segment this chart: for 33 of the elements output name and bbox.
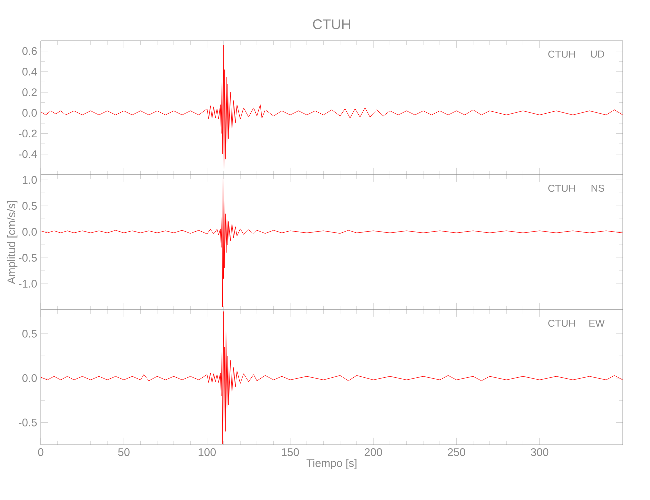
line-series <box>40 44 624 170</box>
x-tick-label: 250 <box>448 448 466 456</box>
y-tick-label: 0.0 <box>22 109 38 118</box>
y-tick-label: -1.0 <box>19 280 38 288</box>
chart-title: CTUH <box>313 20 350 30</box>
x-tick-label: 300 <box>531 448 549 456</box>
line-series <box>40 312 624 444</box>
x-axis-title: Tiempo [s] <box>306 459 357 470</box>
y-tick-label: 0.5 <box>22 330 38 338</box>
x-tick-label: 150 <box>282 448 300 456</box>
y-tick-label: 0.5 <box>22 202 38 210</box>
y-tick-label: -0.4 <box>19 150 38 158</box>
y-tick-label: 0.0 <box>22 228 38 236</box>
y-tick-label: 0.6 <box>22 47 37 56</box>
annotation: CTUH <box>548 320 576 328</box>
annotation: NS <box>592 184 604 192</box>
y-tick-label: -0.5 <box>19 254 38 262</box>
x-tick-label: 50 <box>118 448 130 456</box>
y-tick-label: 0.0 <box>22 374 38 382</box>
annotation: CTUH <box>548 50 576 58</box>
line-series <box>40 176 624 308</box>
y-tick-label: -0.5 <box>19 418 38 427</box>
y-tick-label: 1.0 <box>23 176 38 184</box>
x-tick-label: 100 <box>198 448 216 456</box>
y-tick-label: -0.2 <box>19 130 37 138</box>
y-tick-label: 0.2 <box>22 88 37 96</box>
y-axis-title: Amplitud [cm/s/s] <box>7 201 18 284</box>
annotation: UD <box>591 50 604 58</box>
y-tick-label: 0.4 <box>22 68 38 76</box>
annotation: EW <box>590 320 605 327</box>
x-tick-label: 200 <box>364 448 382 456</box>
annotation: CTUH <box>548 184 576 192</box>
x-tick-label: 0 <box>38 448 44 456</box>
